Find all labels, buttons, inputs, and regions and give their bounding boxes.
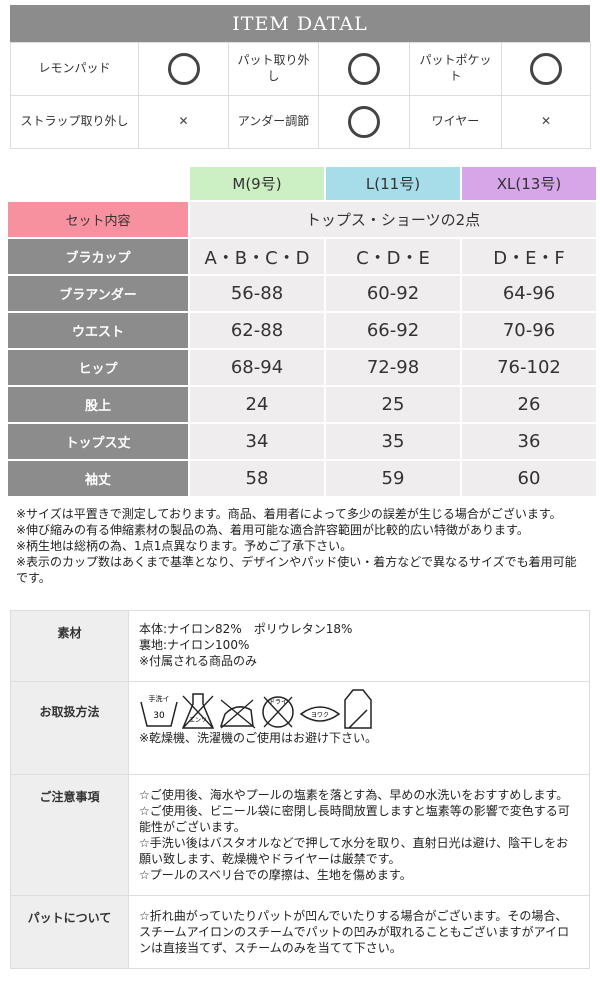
material-line: 裏地:ナイロン100%	[139, 638, 250, 652]
care-symbols: 手洗イ 30 エンソ ドライ ヨワク	[139, 689, 579, 730]
size-value: 34	[190, 424, 324, 459]
svg-text:手洗イ: 手洗イ	[149, 694, 170, 703]
size-row: ヒップ 68-94 72-98 76-102	[8, 350, 600, 385]
size-row: 袖丈 58 59 60	[8, 461, 600, 496]
cross-icon: ✕	[501, 95, 591, 149]
hand-wash-30-icon: 手洗イ 30	[140, 694, 178, 727]
set-value: トップス・ショーツの2点	[190, 202, 596, 237]
svg-text:エンソ: エンソ	[189, 717, 207, 724]
info-table: 素材 本体:ナイロン82% ポリウレタン18% 裏地:ナイロン100% ※付属さ…	[10, 610, 590, 969]
no-bleach-icon: エンソ	[181, 693, 215, 729]
feature-label: パット取り外し	[228, 42, 319, 96]
size-value: 60	[462, 461, 596, 496]
pad-line: ☆折れ曲がっていたりパットが凹んでいたりする場合がございます。その場合、スチーム…	[139, 909, 570, 955]
size-notes: ※サイズは平置きで測定しております。商品、着用者によって多少の誤差が生じる場合が…	[16, 506, 586, 586]
size-value: 36	[462, 424, 596, 459]
note: ※表示のカップ数はあくまで基準となり、デザインやパッド使い・着方などで異なるサイ…	[16, 555, 577, 585]
feature-label: アンダー調節	[228, 95, 319, 149]
feature-label: パットポケット	[409, 42, 502, 96]
no-iron-icon	[219, 699, 256, 729]
size-row-label: ウエスト	[8, 313, 188, 348]
size-row: ブラアンダー 56-88 60-92 64-96	[8, 276, 600, 311]
circle-icon	[318, 42, 410, 96]
material-line: ※付属される商品のみ	[139, 654, 258, 668]
size-row-label: ブラカップ	[8, 239, 188, 274]
material-label: 素材	[10, 610, 129, 682]
circle-icon	[138, 42, 229, 96]
dry-flat-shade-icon	[344, 689, 372, 729]
svg-text:ヨワク: ヨワク	[311, 712, 329, 719]
feature-label: ストラップ取り外し	[10, 95, 139, 149]
size-row-label: トップス丈	[8, 424, 188, 459]
circle-icon	[318, 95, 410, 149]
note: ※伸び縮みの有る伸縮素材の製品の為、着用可能な適合許容範囲が比較的広い特徴があり…	[16, 523, 529, 537]
feature-table: レモンパッド パット取り外し パットポケット ストラップ取り外し ✕ アンダー調…	[10, 42, 591, 149]
feature-label: レモンパッド	[10, 42, 139, 96]
size-value: 56-88	[190, 276, 324, 311]
size-row: ウエスト 62-88 66-92 70-96	[8, 313, 600, 348]
pad-label: パットについて	[10, 895, 129, 969]
size-value: 72-98	[326, 350, 460, 385]
size-header-m: M(9号)	[190, 167, 324, 200]
size-row-label: ブラアンダー	[8, 276, 188, 311]
size-value: D・E・F	[462, 239, 596, 274]
svg-text:30: 30	[153, 711, 165, 721]
care-label: お取扱方法	[10, 681, 129, 775]
feature-row: レモンパッド パット取り外し パットポケット	[10, 42, 591, 96]
item-data-header: ITEM DATAL	[10, 5, 590, 42]
size-row-label: 袖丈	[8, 461, 188, 496]
no-dry-clean-icon: ドライ	[262, 696, 294, 728]
size-value: 35	[326, 424, 460, 459]
size-row: ブラカップ A・B・C・D C・D・E D・E・F	[8, 239, 600, 274]
size-value: 66-92	[326, 313, 460, 348]
size-value: C・D・E	[326, 239, 460, 274]
size-value: 26	[462, 387, 596, 422]
size-value: 24	[190, 387, 324, 422]
size-value: 60-92	[326, 276, 460, 311]
size-row: 股上 24 25 26	[8, 387, 600, 422]
material-line: 本体:ナイロン82% ポリウレタン18%	[139, 622, 353, 636]
info-row-pad: パットについて ☆折れ曲がっていたりパットが凹んでいたりする場合がございます。そ…	[10, 895, 590, 969]
size-value: 62-88	[190, 313, 324, 348]
caution-line: ☆ご使用後、ビニール袋に密閉し長時間放置しますと塩素等の影響で変色する可能性がご…	[139, 804, 570, 834]
note: ※サイズは平置きで測定しております。商品、着用者によって多少の誤差が生じる場合が…	[16, 507, 562, 521]
size-value: 25	[326, 387, 460, 422]
circle-icon	[501, 42, 591, 96]
size-table: M(9号) L(11号) XL(13号) セット内容 トップス・ショーツの2点 …	[8, 167, 600, 498]
feature-row: ストラップ取り外し ✕ アンダー調節 ワイヤー ✕	[10, 95, 591, 149]
caution-line: ☆ご使用後、海水やプールの塩素を落とす為、早めの水洗いをおすすめします。	[139, 788, 569, 802]
size-value: 59	[326, 461, 460, 496]
size-value: 68-94	[190, 350, 324, 385]
size-row-label: ヒップ	[8, 350, 188, 385]
svg-text:ドライ: ドライ	[269, 699, 287, 706]
set-label: セット内容	[8, 202, 188, 237]
size-value: 58	[190, 461, 324, 496]
info-row-care: お取扱方法 手洗イ 30 エンソ ドライ ヨワク ※乾燥機、洗濯機のご使用はお避け…	[10, 681, 590, 775]
size-row-label: 股上	[8, 387, 188, 422]
size-value: A・B・C・D	[190, 239, 324, 274]
size-value: 70-96	[462, 313, 596, 348]
size-header-xl: XL(13号)	[462, 167, 596, 200]
wring-gently-icon: ヨワク	[299, 706, 341, 722]
size-value: 76-102	[462, 350, 596, 385]
caution-line: ☆手洗い後はバスタオルなどで押して水分を取り、直射日光は避け、陰干しをお願い致し…	[139, 836, 569, 866]
size-row: トップス丈 34 35 36	[8, 424, 600, 459]
size-header-l: L(11号)	[326, 167, 460, 200]
cross-icon: ✕	[138, 95, 229, 149]
info-row-caution: ご注意事項 ☆ご使用後、海水やプールの塩素を落とす為、早めの水洗いをおすすめしま…	[10, 774, 590, 896]
size-value: 64-96	[462, 276, 596, 311]
info-row-material: 素材 本体:ナイロン82% ポリウレタン18% 裏地:ナイロン100% ※付属さ…	[10, 610, 590, 682]
note: ※柄生地は総柄の為、1点1点異なります。予めご了承下さい。	[16, 539, 353, 553]
feature-label: ワイヤー	[409, 95, 502, 149]
caution-line: ☆プールのスベリ台での摩擦は、生地を傷めます。	[139, 868, 412, 882]
caution-label: ご注意事項	[10, 774, 129, 896]
care-note: ※乾燥機、洗濯機のご使用はお避け下さい。	[139, 731, 378, 745]
